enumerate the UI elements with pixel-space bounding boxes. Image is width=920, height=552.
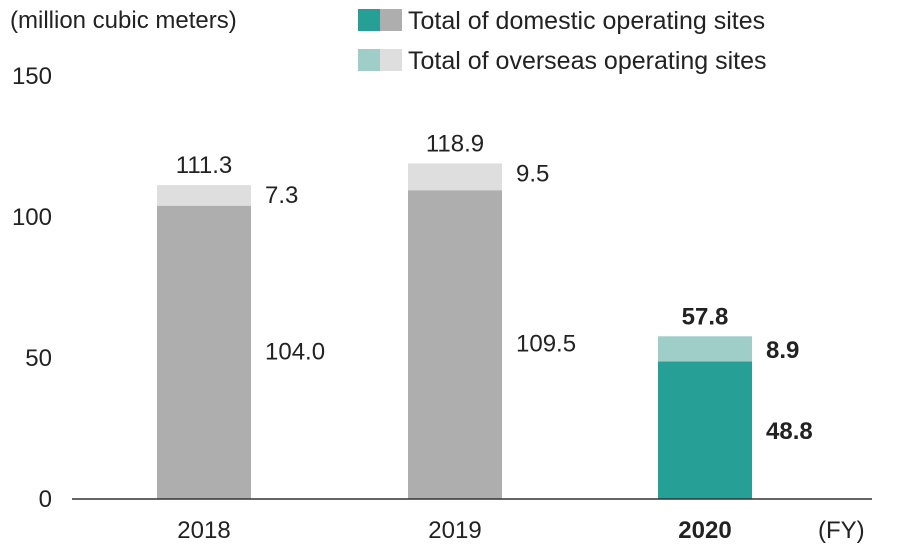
y-axis-ticks: 0 50 100 150 [12,63,52,513]
total-label-2019: 118.9 [426,130,484,157]
total-label-2020: 57.8 [682,303,729,330]
overseas-label-2020: 8.9 [766,337,799,364]
value-labels: 111.3 7.3 104.0 118.9 9.5 109.5 57.8 8.9 48.8 [176,130,813,445]
x-axis-unit: (FY) [818,517,865,544]
y-axis-label: (million cubic meters) [10,7,237,34]
bar-overseas-2020 [658,336,752,362]
y-tick-label: 150 [12,63,52,90]
domestic-label-2020: 48.8 [766,418,813,445]
overseas-label-2018: 7.3 [265,182,298,209]
domestic-label-2018: 104.0 [265,338,325,365]
x-tick-label-2020: 2020 [678,517,731,544]
x-tick-label-2019: 2019 [428,517,481,544]
y-tick-label: 50 [25,345,52,372]
total-label-2018: 111.3 [176,152,233,179]
legend-label-overseas: Total of overseas operating sites [408,47,767,75]
bars [157,163,752,499]
overseas-label-2019: 9.5 [516,160,549,187]
x-tick-label-2018: 2018 [177,517,230,544]
bar-overseas-2019 [408,163,502,191]
y-tick-label: 100 [12,204,52,231]
legend: Total of domestic operating sites Total … [358,7,767,75]
legend-swatch-domestic-highlight [358,9,380,31]
legend-swatch-domestic-default [380,9,402,31]
bar-domestic-2019 [408,190,502,499]
x-axis-ticks: 2018 2019 2020 [177,517,731,544]
y-tick-label: 0 [39,486,52,513]
domestic-label-2019: 109.5 [516,331,576,358]
bar-domestic-2020 [658,361,752,499]
legend-swatch-overseas-highlight [358,49,380,71]
legend-swatch-overseas-default [380,49,402,71]
legend-label-domestic: Total of domestic operating sites [408,7,765,35]
bar-domestic-2018 [157,205,251,499]
bar-overseas-2018 [157,185,251,206]
